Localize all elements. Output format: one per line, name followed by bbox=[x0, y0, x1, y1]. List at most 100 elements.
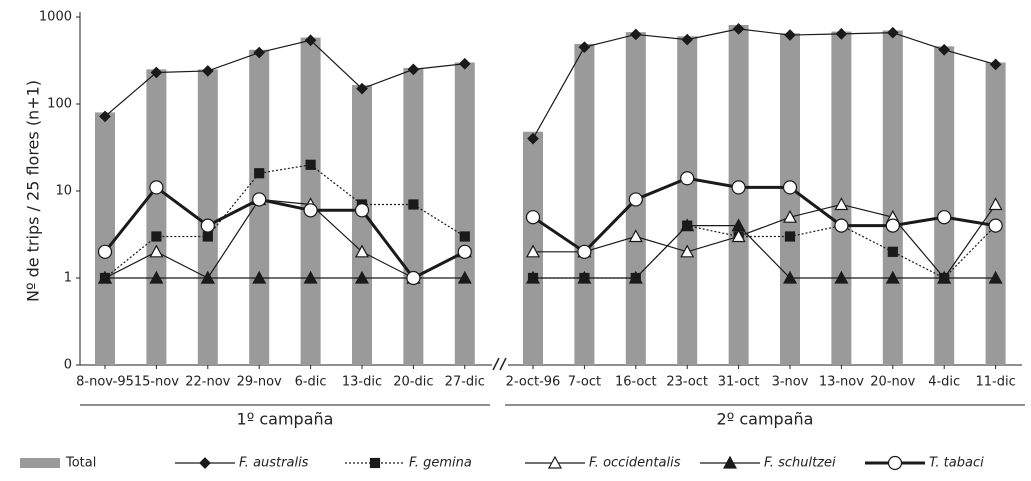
legend-label: F. australis bbox=[239, 456, 309, 471]
series-line bbox=[532, 28, 996, 139]
y-tick-label: 0 bbox=[64, 358, 72, 373]
point bbox=[680, 218, 695, 232]
group-label: 1º campaña bbox=[237, 410, 334, 429]
legend-marker bbox=[547, 455, 563, 469]
point bbox=[885, 270, 900, 284]
point bbox=[681, 33, 694, 46]
point bbox=[458, 57, 471, 70]
point bbox=[527, 132, 539, 145]
bar bbox=[677, 36, 698, 365]
point bbox=[937, 210, 952, 225]
point bbox=[457, 244, 472, 259]
legend-marker bbox=[722, 455, 738, 469]
point bbox=[97, 270, 113, 284]
point bbox=[252, 270, 267, 284]
point bbox=[885, 218, 900, 233]
x-tick-label: 22-nov bbox=[185, 375, 230, 390]
point bbox=[938, 43, 951, 56]
point bbox=[151, 231, 162, 242]
bar bbox=[728, 24, 749, 366]
point bbox=[577, 244, 592, 259]
point bbox=[408, 199, 419, 210]
point bbox=[407, 63, 420, 76]
x-tick-label: 15-nov bbox=[134, 375, 179, 390]
point bbox=[629, 28, 642, 41]
y-tick-label: 1 bbox=[64, 271, 72, 286]
point bbox=[628, 270, 643, 284]
x-tick-label: 6-dic bbox=[295, 375, 327, 390]
y-tick-label: 100 bbox=[47, 97, 72, 112]
bar bbox=[352, 85, 372, 366]
point bbox=[150, 66, 163, 79]
bar bbox=[934, 46, 955, 366]
point bbox=[303, 203, 318, 218]
point bbox=[988, 218, 1003, 233]
x-tick-label: 2-oct-96 bbox=[506, 375, 561, 390]
legend-label: Total bbox=[65, 456, 96, 471]
legend-swatch bbox=[20, 458, 60, 468]
group-label: 2º campaña bbox=[717, 410, 814, 429]
point bbox=[202, 231, 213, 242]
x-tick-label: 3-nov bbox=[772, 375, 809, 390]
x-tick-label: 20-nov bbox=[870, 375, 915, 390]
point bbox=[149, 270, 164, 284]
point bbox=[254, 168, 265, 179]
bar bbox=[574, 43, 595, 365]
point bbox=[252, 192, 267, 207]
point bbox=[784, 29, 796, 41]
series-line bbox=[104, 164, 466, 279]
bar bbox=[985, 62, 1006, 366]
point bbox=[354, 244, 370, 258]
point bbox=[253, 46, 266, 59]
point bbox=[834, 218, 849, 233]
bar bbox=[146, 69, 167, 366]
point bbox=[834, 270, 849, 284]
series-line bbox=[103, 185, 466, 280]
bar bbox=[780, 33, 800, 365]
point bbox=[628, 192, 643, 207]
bar bbox=[249, 49, 270, 365]
series-line bbox=[533, 203, 997, 279]
series-line bbox=[104, 39, 465, 117]
point bbox=[937, 270, 952, 284]
point bbox=[525, 244, 541, 258]
point bbox=[578, 41, 591, 54]
legend-marker bbox=[369, 457, 381, 469]
point bbox=[97, 244, 113, 259]
point bbox=[149, 244, 164, 258]
point bbox=[886, 26, 899, 39]
point bbox=[784, 231, 796, 242]
x-tick-label: 16-oct bbox=[615, 375, 657, 390]
point bbox=[525, 210, 541, 225]
point bbox=[731, 180, 746, 195]
x-tick-label: 23-oct bbox=[666, 375, 708, 390]
x-tick-label: 4-dic bbox=[928, 375, 960, 390]
y-tick-label: 10 bbox=[55, 184, 72, 199]
point bbox=[457, 270, 472, 284]
point bbox=[200, 218, 215, 233]
bar bbox=[403, 67, 424, 366]
point bbox=[201, 65, 214, 77]
axis-break bbox=[492, 357, 507, 371]
point bbox=[732, 23, 745, 35]
legend-label: F. schultzei bbox=[764, 456, 836, 471]
point bbox=[782, 180, 798, 195]
point bbox=[305, 159, 316, 170]
series-line bbox=[104, 198, 466, 279]
bar bbox=[197, 69, 218, 366]
point bbox=[680, 244, 695, 258]
point bbox=[834, 197, 849, 211]
x-tick-label: 20-dic bbox=[393, 375, 433, 390]
point bbox=[304, 34, 317, 47]
legend-marker bbox=[887, 455, 903, 471]
point bbox=[731, 218, 746, 232]
point bbox=[200, 270, 215, 284]
point bbox=[731, 229, 746, 243]
point bbox=[525, 270, 541, 284]
point bbox=[354, 203, 370, 218]
y-axis-label: Nº de trips / 25 flores (n+1) bbox=[24, 80, 43, 302]
x-tick-label: 11-dic bbox=[975, 375, 1015, 390]
point bbox=[356, 82, 368, 95]
